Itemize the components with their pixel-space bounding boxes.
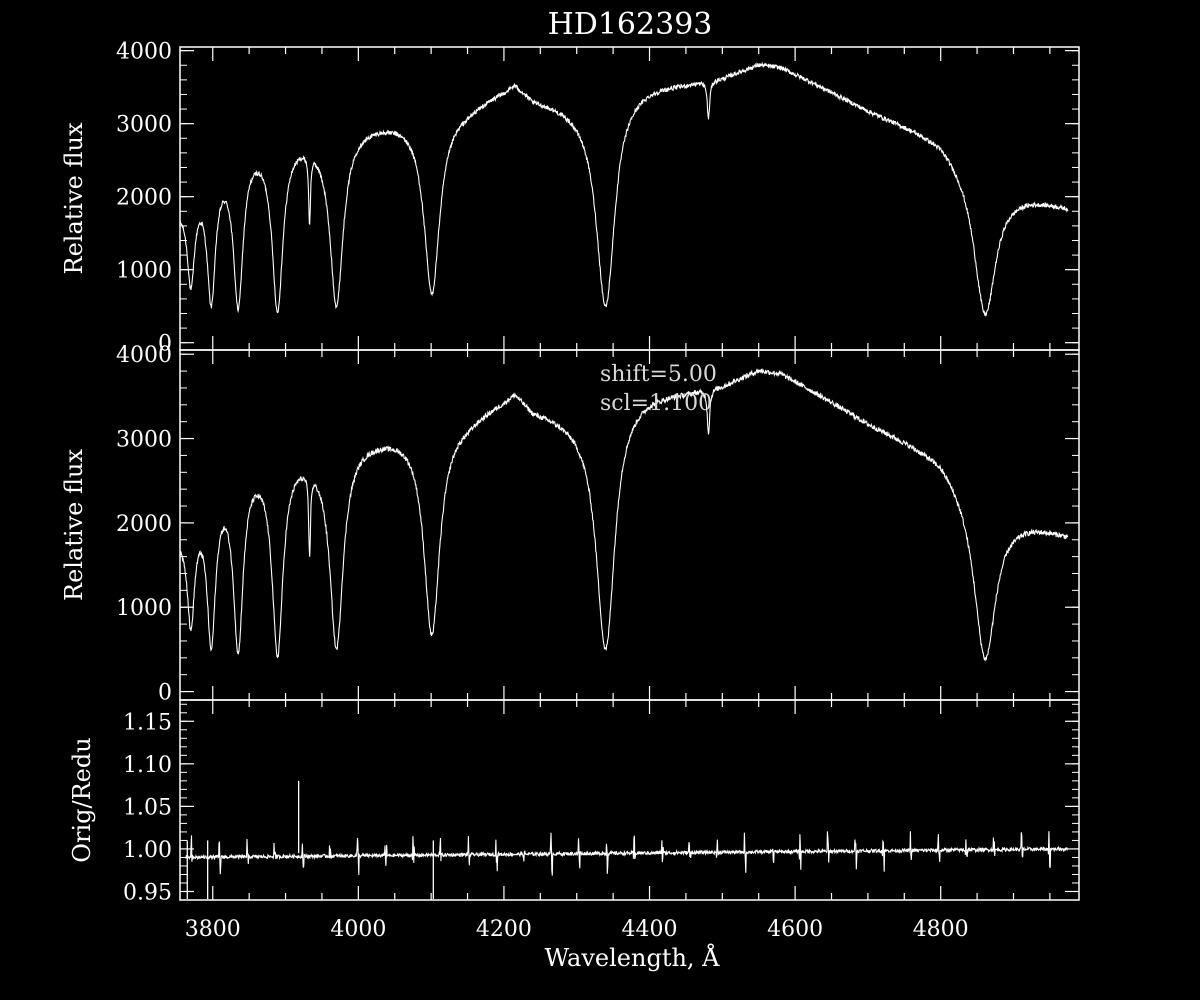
y-tick-label-ratio: 0.95 bbox=[123, 880, 172, 905]
x-tick-label: 4000 bbox=[330, 917, 386, 942]
series-line-ratio bbox=[185, 831, 1069, 876]
plot-frame-ratio bbox=[179, 699, 1080, 901]
y-axis-label-ratio: Orig/Redu bbox=[68, 737, 96, 862]
y-tick-label-reduced: 2000 bbox=[116, 512, 172, 537]
x-tick-label: 4600 bbox=[767, 917, 823, 942]
series-line-reduced bbox=[179, 368, 1069, 662]
panel-observed: Relative flux 0 1000 2000 3000 4000 bbox=[60, 40, 1080, 357]
y-tick-label-observed: 1000 bbox=[116, 259, 172, 284]
x-axis-label: Wavelength, Å bbox=[544, 943, 720, 972]
x-tick-label: 3800 bbox=[185, 917, 241, 942]
y-tick-label-reduced: 1000 bbox=[116, 596, 172, 621]
chart-title: HD162393 bbox=[548, 7, 713, 42]
y-tick-label-reduced: 3000 bbox=[116, 428, 172, 453]
y-axis-label-observed: Relative flux bbox=[60, 122, 88, 274]
shift-annotation: shift=5.00 bbox=[600, 362, 717, 387]
x-tick-label: 4400 bbox=[622, 917, 678, 942]
y-tick-label-observed: 3000 bbox=[116, 113, 172, 138]
y-tick-label-observed: 2000 bbox=[116, 186, 172, 211]
x-tick-label: 4200 bbox=[476, 917, 532, 942]
x-axis: 3800 4000 4200 4400 4600 4800 bbox=[185, 917, 969, 942]
y-tick-label-ratio: 1.10 bbox=[123, 753, 172, 778]
y-tick-label-observed: 0 bbox=[158, 332, 172, 357]
y-tick-label-reduced: 4000 bbox=[116, 343, 172, 368]
x-tick-label: 4800 bbox=[913, 917, 969, 942]
y-tick-label-reduced: 0 bbox=[158, 681, 172, 706]
y-tick-label-ratio: 1.05 bbox=[123, 795, 172, 820]
panel-reduced: Relative flux 0 1000 2000 3000 4000 shift=5.0… bbox=[60, 343, 1080, 706]
series-line-observed bbox=[179, 61, 1069, 317]
scale-annotation: scl=1.100 bbox=[600, 391, 712, 416]
y-tick-label-observed: 4000 bbox=[116, 40, 172, 65]
plot-frame-observed bbox=[179, 46, 1080, 351]
panel-ratio: Orig/Redu 0.95 1.00 1.05 1.10 1.15 bbox=[68, 699, 1080, 905]
y-tick-label-ratio: 1.00 bbox=[123, 838, 172, 863]
y-axis-label-reduced: Relative flux bbox=[60, 449, 88, 601]
y-tick-label-ratio: 1.15 bbox=[123, 710, 172, 735]
